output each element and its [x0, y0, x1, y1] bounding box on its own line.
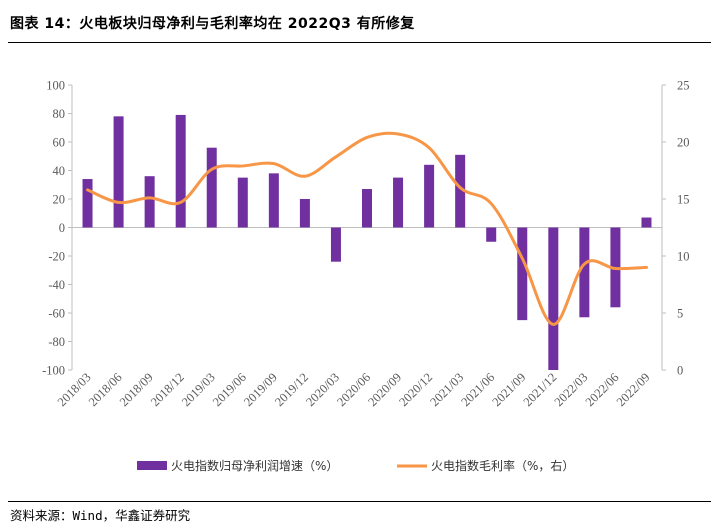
x-tick-label: 2022/03: [552, 370, 591, 409]
left-tick-label: 80: [53, 107, 66, 121]
bar: [579, 227, 590, 318]
bar-series-group: [82, 114, 652, 370]
footer-divider: [8, 501, 711, 502]
left-tick-label: -100: [42, 364, 65, 378]
x-tick-label: 2019/03: [179, 370, 218, 409]
left-tick-label: 40: [53, 164, 66, 178]
bar: [548, 227, 559, 370]
line-series-group: [86, 131, 648, 326]
bar: [299, 199, 310, 228]
bar: [362, 189, 372, 228]
legend-bar-label: 火电指数归母净利润增速（%）: [171, 458, 338, 473]
bar: [175, 114, 186, 228]
x-tick-label: 2022/09: [614, 370, 653, 409]
axes-group: 100 80 60 40 20 0 -20 -40 -60 -80 -100 25 20 15 10 5 0: [42, 79, 689, 378]
x-tick-label: 2019/12: [272, 370, 311, 409]
bar: [330, 227, 341, 262]
bar: [237, 177, 248, 228]
bar: [113, 116, 124, 228]
x-tick-label: 2018/09: [117, 370, 156, 409]
x-tick-label: 2018/06: [86, 370, 125, 409]
x-tick-label: 2021/09: [490, 370, 529, 409]
chart-title: 图表 14：火电板块归母净利与毛利率均在 2022Q3 有所修复: [10, 16, 415, 32]
legend: 火电指数归母净利润增速（%） 火电指数毛利率（%，右）: [137, 458, 574, 473]
x-tick-label: 2018/12: [148, 370, 187, 409]
left-tick-label: 100: [46, 79, 65, 93]
bar: [455, 154, 466, 228]
x-tick-label: 2019/06: [210, 370, 249, 409]
bar: [268, 173, 279, 228]
title-divider: [8, 42, 711, 43]
source-note: 资料来源：Wind，华鑫证券研究: [10, 508, 191, 523]
right-tick-label: 25: [677, 79, 690, 93]
x-tick-label: 2020/12: [396, 370, 435, 409]
left-tick-label: -20: [48, 250, 65, 264]
margin-line: [86, 131, 648, 326]
x-tick-label: 2020/03: [303, 370, 342, 409]
legend-line-label: 火电指数毛利率（%，右）: [431, 458, 574, 473]
bar: [206, 147, 217, 228]
left-tick-label: -60: [48, 307, 65, 321]
x-tick-label: 2021/12: [521, 370, 560, 409]
right-tick-label: 20: [677, 136, 690, 150]
left-tick-label: -80: [48, 335, 65, 349]
right-tick-label: 0: [677, 364, 683, 378]
left-tick-label: 20: [53, 193, 66, 207]
x-tick-label: 2022/06: [583, 370, 622, 409]
x-tick-label: 2021/03: [427, 370, 466, 409]
left-tick-label: 60: [53, 136, 66, 150]
bar: [424, 164, 435, 228]
right-tick-label: 5: [677, 307, 683, 321]
bar: [517, 227, 528, 321]
x-tick-label: 2021/06: [458, 370, 497, 409]
bar: [486, 227, 497, 242]
bar: [144, 176, 155, 228]
combo-chart: 100 80 60 40 20 0 -20 -40 -60 -80 -100 25 20 15 10 5 0 2…: [42, 79, 689, 474]
bar: [641, 217, 652, 228]
x-tick-label: 2020/06: [334, 370, 373, 409]
legend-bar-swatch: [137, 461, 167, 470]
x-tick-labels: 2018/032018/062018/092018/122019/032019/…: [55, 370, 653, 409]
bar: [82, 179, 93, 228]
right-tick-label: 15: [677, 193, 690, 207]
x-tick-label: 2019/09: [241, 370, 280, 409]
x-tick-label: 2020/09: [365, 370, 404, 409]
left-tick-label: -40: [48, 278, 65, 292]
bar: [393, 177, 404, 228]
right-tick-label: 10: [677, 250, 690, 264]
left-tick-label: 0: [59, 221, 65, 235]
